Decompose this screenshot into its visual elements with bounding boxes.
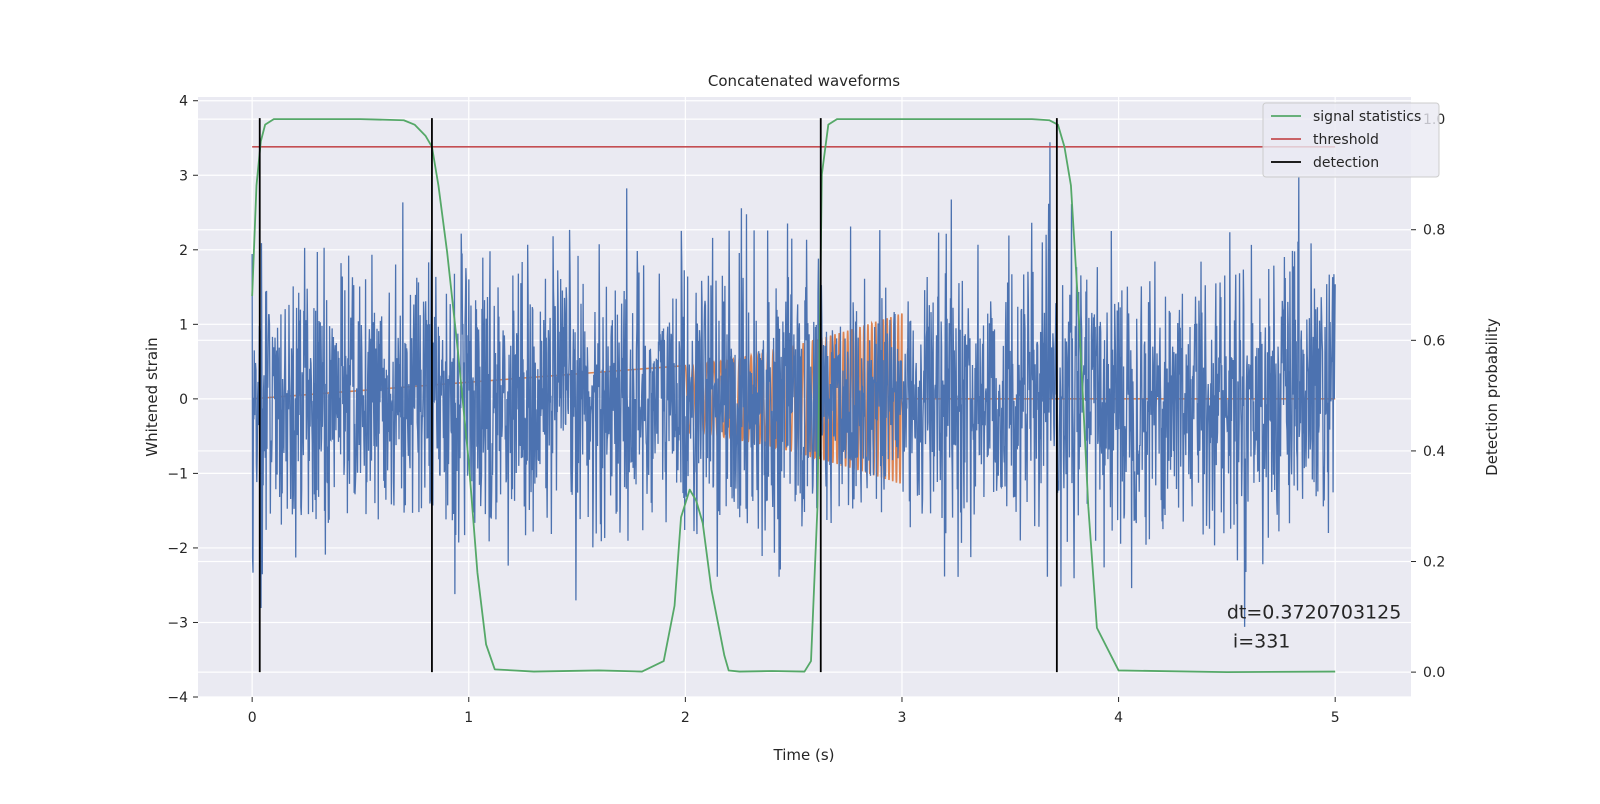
x-tick-label-0: 0	[248, 710, 257, 726]
annotation-i: i=331	[1227, 631, 1291, 653]
overlay-layer	[251, 118, 1336, 674]
signal-statistics-line	[251, 118, 1336, 674]
y-tick-label-7: 3	[179, 168, 188, 184]
legend: signal statistics threshold detection	[1262, 102, 1440, 178]
y-tick-label-8: 4	[179, 94, 188, 110]
y-tick-label-5: 1	[179, 317, 188, 333]
annotation-dt: dt=0.3720703125	[1227, 602, 1401, 624]
y2-tick-label-2: 0.4	[1423, 444, 1445, 460]
x-tick-label-2: 2	[681, 710, 690, 726]
y2-tick-label-0: 0.0	[1423, 665, 1445, 681]
y-tick-label-4: 0	[179, 392, 188, 408]
legend-label-detection: detection	[1313, 155, 1379, 171]
chart-title: Concatenated waveforms	[708, 72, 900, 90]
y-tick-label-2: −2	[167, 541, 188, 557]
legend-label-signal-statistics: signal statistics	[1313, 109, 1421, 125]
x-tick-label-4: 4	[1114, 710, 1123, 726]
y-tick-label-6: 2	[179, 243, 188, 259]
x-tick-label-3: 3	[898, 710, 907, 726]
y2-axis-label: Detection probability	[1483, 318, 1501, 476]
legend-label-threshold: threshold	[1313, 132, 1379, 148]
legend-box	[1262, 102, 1440, 178]
y-tick-label-0: −4	[167, 690, 188, 706]
y2-tick-label-4: 0.8	[1423, 223, 1445, 239]
y-tick-label-3: −1	[167, 466, 188, 482]
y2-tick-label-3: 0.6	[1423, 333, 1445, 349]
y-axis-label: Whitened strain	[143, 337, 161, 456]
x-axis-label: Time (s)	[773, 746, 835, 764]
y2-tick-label-1: 0.2	[1423, 555, 1445, 571]
x-tick-label-5: 5	[1331, 710, 1340, 726]
y-tick-label-1: −3	[167, 615, 188, 631]
x-tick-label-1: 1	[464, 710, 473, 726]
